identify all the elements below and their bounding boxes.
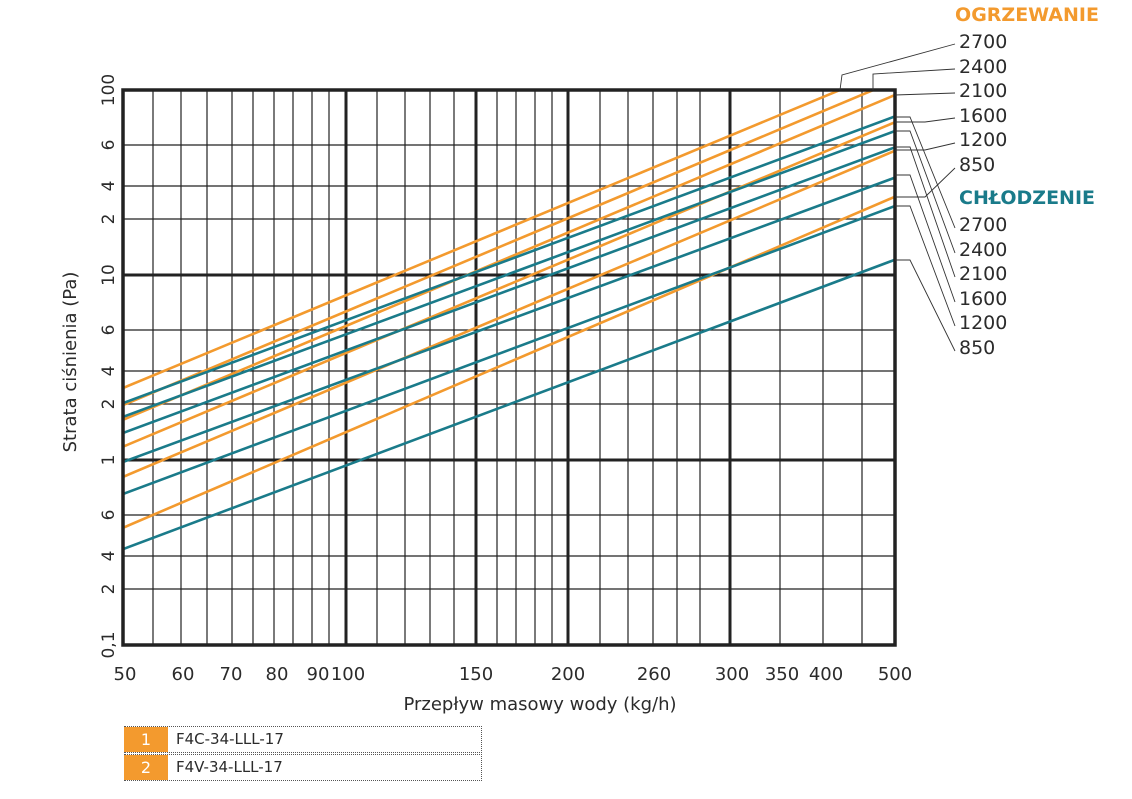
series-label: 1200 <box>959 312 1007 334</box>
y-axis-label: Strata ciśnienia (Pa) <box>60 272 81 453</box>
series-label: 1600 <box>959 105 1007 127</box>
y-tick-label: 6 <box>99 325 119 336</box>
series-label: 1600 <box>959 288 1007 310</box>
x-tick-label: 70 <box>220 664 243 685</box>
legend-model: F4V-34-LLL-17 <box>176 758 283 776</box>
y-tick-label: 2 <box>99 214 119 225</box>
x-tick-label: 150 <box>459 664 493 685</box>
y-tick-label: 2 <box>99 584 119 595</box>
leader-line <box>894 92 956 96</box>
series-cooling-1600 <box>123 176 895 464</box>
y-tick-label: 1 <box>99 455 119 466</box>
series-label: 2400 <box>959 239 1007 261</box>
y-tick-label: 4 <box>99 551 119 562</box>
x-tick-label: 50 <box>114 664 137 685</box>
leader-line <box>839 43 956 91</box>
series-label: 2700 <box>959 214 1007 236</box>
series-cooling-2700 <box>123 115 895 405</box>
series-label: 2400 <box>959 56 1007 78</box>
series-heating-1600 <box>123 121 895 448</box>
model-legend-table: 1 F4C-34-LLL-17 2 F4V-34-LLL-17 <box>124 726 482 782</box>
x-tick-label: 60 <box>172 664 195 685</box>
x-tick-label: 80 <box>266 664 289 685</box>
x-tick-label: 100 <box>331 664 365 685</box>
y-tick-label: 6 <box>99 140 119 151</box>
y-tick-label: 100 <box>99 74 119 106</box>
legend-row: 1 F4C-34-LLL-17 <box>124 726 482 753</box>
leader-line <box>895 146 956 278</box>
series-label: 1200 <box>959 129 1007 151</box>
x-tick-label: 400 <box>809 664 843 685</box>
series-heating-1200 <box>123 149 895 479</box>
series-cooling-2100 <box>123 146 895 435</box>
series-heating-2700 <box>123 90 844 390</box>
y-tick-label: 4 <box>99 366 119 377</box>
leader-lines <box>839 43 956 352</box>
leader-line <box>895 174 956 303</box>
y-tick-label: 10 <box>99 264 119 286</box>
y-tick-label: 6 <box>99 510 119 521</box>
x-axis-label: Przepływ masowy wody (kg/h) <box>403 694 676 715</box>
leader-line <box>895 205 956 327</box>
plot-frame <box>121 88 897 647</box>
x-tick-label: 300 <box>715 664 749 685</box>
leader-line <box>895 117 956 123</box>
legend-number: 2 <box>124 755 168 780</box>
x-tick-label: 500 <box>878 664 912 685</box>
series-lines <box>123 90 895 551</box>
group-title: CHŁODZENIE <box>959 187 1095 209</box>
series-heating-850 <box>123 195 895 529</box>
series-cooling-850 <box>123 258 895 551</box>
x-tick-label: 200 <box>551 664 585 685</box>
leader-line <box>895 116 956 229</box>
legend-number: 1 <box>124 727 168 752</box>
series-heating-2400 <box>123 90 877 407</box>
leader-line <box>872 68 956 90</box>
series-label: 2100 <box>959 263 1007 285</box>
plot-border <box>121 88 897 647</box>
series-heating-2100 <box>123 93 895 421</box>
y-tick-label: 0,1 <box>99 631 119 658</box>
series-label: 850 <box>959 154 995 176</box>
x-tick-label: 260 <box>637 664 671 685</box>
legend-model: F4C-34-LLL-17 <box>176 730 284 748</box>
x-tick-label: 350 <box>765 664 799 685</box>
leader-line <box>895 130 956 254</box>
x-tick-label: 90 <box>307 664 330 685</box>
grid <box>123 88 895 647</box>
series-label: 2700 <box>959 31 1007 53</box>
series-cooling-1200 <box>123 204 895 496</box>
y-tick-label: 2 <box>99 399 119 410</box>
series-label: 2100 <box>959 80 1007 102</box>
leader-line <box>895 259 956 352</box>
legend-row: 2 F4V-34-LLL-17 <box>124 754 482 781</box>
series-cooling-2400 <box>123 129 895 419</box>
leader-line <box>895 167 956 198</box>
series-label: 850 <box>959 337 995 359</box>
group-title: OGRZEWANIE <box>955 4 1099 26</box>
leader-line <box>895 142 956 151</box>
y-tick-label: 4 <box>99 181 119 192</box>
